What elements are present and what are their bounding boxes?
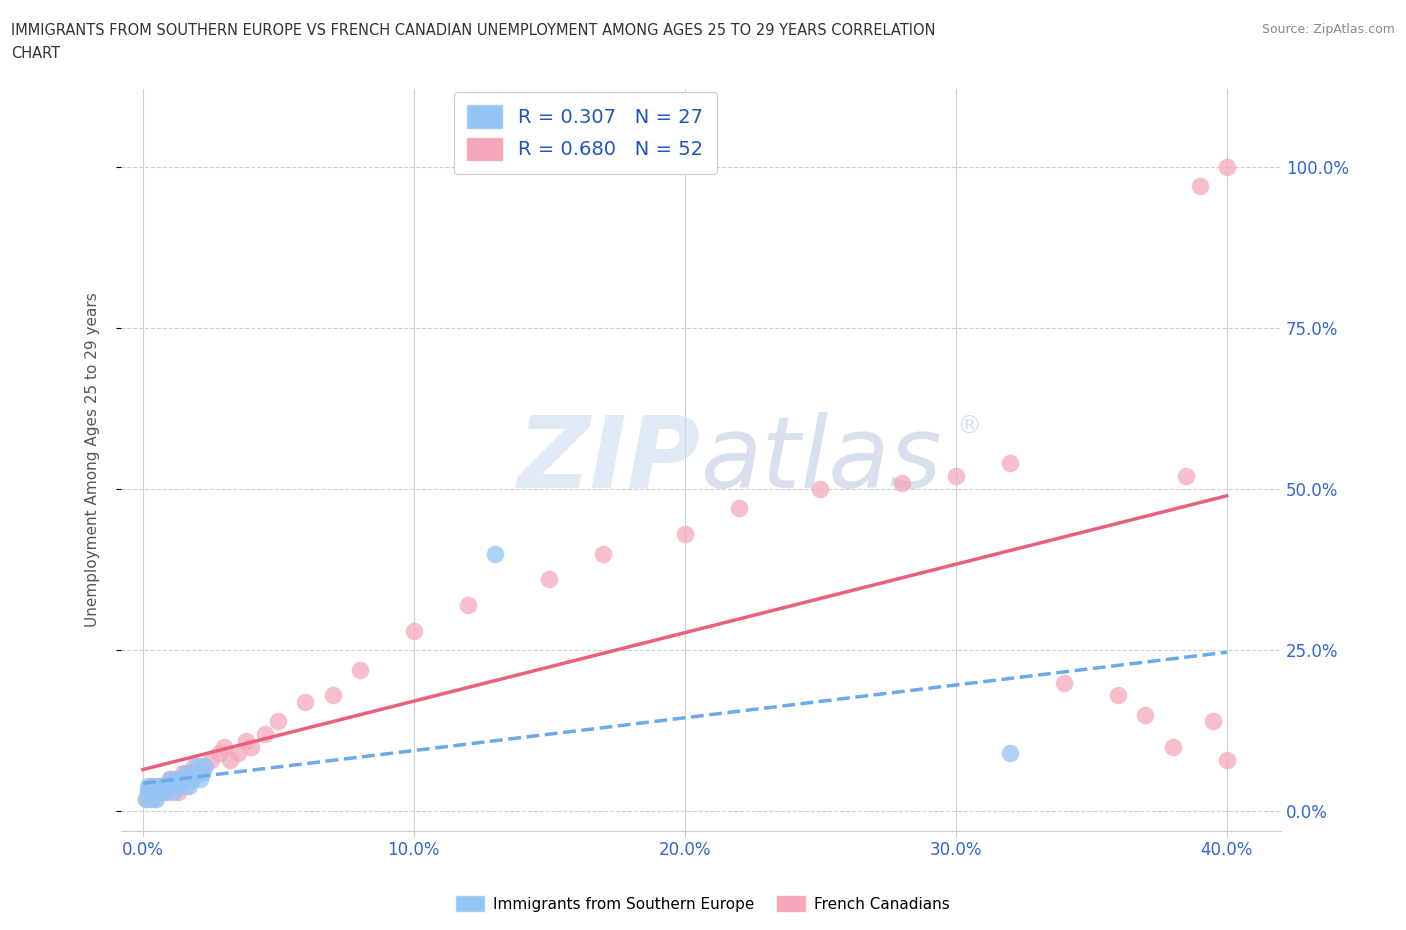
- Point: [321, 688, 343, 703]
- Point: [170, 772, 193, 787]
- Point: [1107, 688, 1129, 703]
- Point: [186, 765, 208, 780]
- Text: ZIP: ZIP: [517, 412, 702, 509]
- Point: [145, 791, 167, 806]
- Point: [349, 662, 371, 677]
- Point: [294, 695, 316, 710]
- Text: atlas: atlas: [702, 412, 942, 509]
- Point: [194, 759, 217, 774]
- Point: [180, 772, 202, 787]
- Point: [145, 778, 167, 793]
- Point: [156, 785, 179, 800]
- Text: CHART: CHART: [11, 46, 60, 61]
- Point: [167, 772, 190, 787]
- Point: [167, 785, 190, 800]
- Point: [165, 772, 187, 787]
- Point: [188, 772, 211, 787]
- Point: [139, 778, 162, 793]
- Point: [998, 746, 1021, 761]
- Point: [150, 778, 173, 793]
- Point: [162, 778, 184, 793]
- Point: [212, 739, 235, 754]
- Point: [174, 765, 197, 780]
- Point: [457, 598, 479, 613]
- Point: [177, 765, 200, 780]
- Point: [218, 752, 240, 767]
- Point: [142, 785, 165, 800]
- Point: [1216, 159, 1239, 174]
- Point: [808, 482, 831, 497]
- Point: [1216, 752, 1239, 767]
- Point: [170, 778, 193, 793]
- Point: [240, 739, 263, 754]
- Point: [156, 778, 179, 793]
- Point: [1161, 739, 1184, 754]
- Point: [153, 785, 176, 800]
- Point: [592, 546, 614, 561]
- Point: [162, 785, 184, 800]
- Point: [402, 623, 425, 638]
- Point: [177, 778, 200, 793]
- Point: [538, 572, 561, 587]
- Point: [153, 778, 176, 793]
- Text: ®: ®: [956, 415, 981, 439]
- Legend: R = 0.307   N = 27, R = 0.680   N = 52: R = 0.307 N = 27, R = 0.680 N = 52: [454, 92, 717, 174]
- Point: [945, 469, 967, 484]
- Point: [186, 759, 208, 774]
- Point: [148, 778, 170, 793]
- Point: [172, 772, 194, 787]
- Point: [180, 772, 202, 787]
- Point: [142, 791, 165, 806]
- Text: Source: ZipAtlas.com: Source: ZipAtlas.com: [1261, 23, 1395, 36]
- Point: [191, 759, 214, 774]
- Point: [267, 713, 290, 728]
- Point: [1135, 708, 1157, 723]
- Point: [226, 746, 249, 761]
- Point: [998, 456, 1021, 471]
- Point: [145, 785, 167, 800]
- Point: [136, 785, 159, 800]
- Text: IMMIGRANTS FROM SOUTHERN EUROPE VS FRENCH CANADIAN UNEMPLOYMENT AMONG AGES 25 TO: IMMIGRANTS FROM SOUTHERN EUROPE VS FRENC…: [11, 23, 936, 38]
- Legend: Immigrants from Southern Europe, French Canadians: Immigrants from Southern Europe, French …: [450, 889, 956, 918]
- Point: [136, 778, 159, 793]
- Point: [1202, 713, 1225, 728]
- Point: [174, 778, 197, 793]
- Point: [159, 772, 181, 787]
- Point: [235, 733, 257, 748]
- Point: [200, 752, 222, 767]
- Point: [135, 791, 157, 806]
- Point: [673, 526, 696, 541]
- Point: [159, 772, 181, 787]
- Point: [1175, 469, 1198, 484]
- Point: [183, 759, 205, 774]
- Point: [1188, 179, 1211, 193]
- Point: [890, 475, 912, 490]
- Point: [1053, 675, 1076, 690]
- Point: [136, 785, 159, 800]
- Point: [148, 785, 170, 800]
- Point: [253, 726, 276, 741]
- Point: [208, 746, 231, 761]
- Point: [484, 546, 506, 561]
- Point: [135, 791, 157, 806]
- Point: [191, 765, 214, 780]
- Point: [728, 501, 751, 516]
- Point: [172, 765, 194, 780]
- Point: [139, 791, 162, 806]
- Point: [165, 778, 187, 793]
- Point: [150, 785, 173, 800]
- Y-axis label: Unemployment Among Ages 25 to 29 years: Unemployment Among Ages 25 to 29 years: [86, 293, 100, 628]
- Point: [183, 765, 205, 780]
